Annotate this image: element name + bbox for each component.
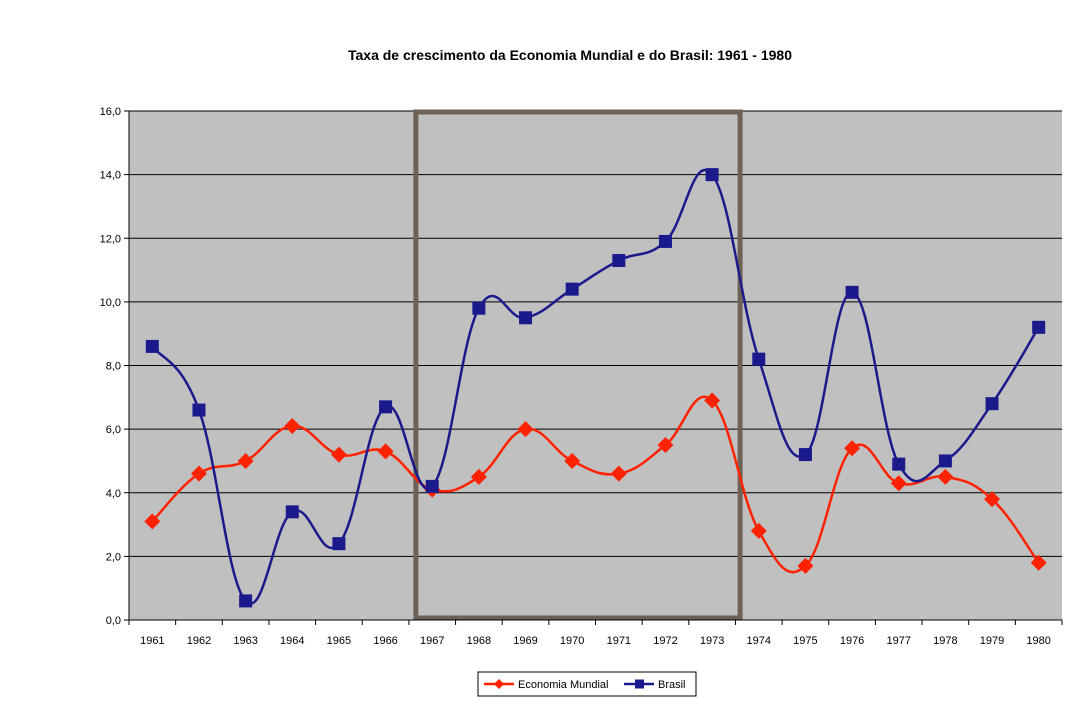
chart-title: Taxa de crescimento da Economia Mundial … — [347, 47, 792, 63]
brasil-point — [519, 311, 533, 325]
x-tick-label: 1970 — [560, 635, 584, 647]
economia-mundial-point — [797, 557, 814, 574]
economia-mundial-point — [237, 452, 254, 469]
x-tick-label: 1976 — [840, 635, 864, 647]
y-tick-label: 14,0 — [100, 170, 121, 182]
economia-mundial-point — [284, 417, 301, 434]
brasil-point — [938, 454, 952, 468]
brasil-point — [425, 479, 439, 493]
x-tick-label: 1969 — [513, 635, 537, 647]
brasil-point — [145, 339, 159, 353]
brasil-point — [752, 352, 766, 366]
economia-mundial-point — [610, 465, 627, 482]
x-tick-label: 1964 — [280, 635, 304, 647]
x-tick-label: 1973 — [700, 635, 724, 647]
x-tick-label: 1972 — [653, 635, 677, 647]
x-tick-label: 1980 — [1026, 635, 1050, 647]
legend-label-economia-mundial: Economia Mundial — [518, 679, 609, 691]
x-tick-label: 1979 — [980, 635, 1004, 647]
x-tick-label: 1967 — [420, 635, 444, 647]
brasil-point — [379, 400, 393, 414]
x-tick-label: 1965 — [327, 635, 351, 647]
x-tick-label: 1968 — [467, 635, 491, 647]
y-axis: 0,0 2,0 4,0 6,0 8,0 10,0 12,0 14,0 16,0 — [100, 106, 130, 627]
y-tick-label: 6,0 — [106, 424, 121, 436]
x-axis: 1961 1962 1963 1964 1965 1966 1967 1968 1969 1970… — [128, 619, 1063, 647]
brasil-point — [472, 301, 486, 315]
x-tick-label: 1963 — [233, 635, 257, 647]
economia-mundial-point — [704, 392, 721, 409]
x-tick-label: 1971 — [607, 635, 631, 647]
economia-mundial-point — [564, 452, 581, 469]
legend-marker-brasil — [635, 679, 644, 689]
brasil-point — [798, 448, 812, 462]
brasil-point — [1032, 320, 1046, 334]
y-tick-label: 8,0 — [106, 361, 121, 373]
brasil-point — [192, 403, 206, 417]
economia-mundial-point — [844, 440, 861, 457]
x-tick-label: 1975 — [793, 635, 817, 647]
legend-marker-economia-mundial — [494, 679, 504, 689]
brasil-point — [285, 505, 299, 519]
economia-mundial-point — [1030, 554, 1047, 571]
economia-mundial-point — [330, 446, 347, 463]
brasil-point — [705, 168, 719, 182]
economia-mundial-point — [890, 475, 907, 492]
x-tick-label: 1978 — [933, 635, 957, 647]
economia-mundial-point — [750, 522, 767, 539]
y-tick-label: 10,0 — [100, 297, 121, 309]
brasil-point — [332, 537, 346, 551]
economia-mundial-point — [657, 437, 674, 454]
brasil-point — [565, 282, 579, 296]
economia-mundial-point — [190, 465, 207, 482]
x-tick-label: 1974 — [747, 635, 771, 647]
economia-mundial-point — [470, 468, 487, 485]
y-tick-label: 2,0 — [106, 551, 121, 563]
brasil-point — [892, 457, 906, 471]
y-tick-label: 4,0 — [106, 488, 121, 500]
economia-mundial-point — [144, 513, 161, 530]
y-tick-label: 12,0 — [100, 233, 121, 245]
y-tick-label: 0,0 — [106, 615, 121, 627]
x-tick-label: 1966 — [373, 635, 397, 647]
series-layer — [144, 168, 1047, 608]
highlight-box — [413, 109, 743, 621]
brasil-point — [658, 234, 672, 248]
economia-mundial-point — [937, 468, 954, 485]
x-tick-label: 1961 — [140, 635, 164, 647]
brasil-point — [612, 254, 626, 268]
legend: Economia Mundial Brasil — [477, 671, 697, 697]
economia-mundial-point — [377, 443, 394, 460]
economia-mundial-point — [517, 421, 534, 438]
legend-label-brasil: Brasil — [658, 679, 686, 691]
brasil-point — [985, 397, 999, 411]
economia-mundial-point — [984, 491, 1001, 508]
brasil-point — [239, 594, 253, 608]
brasil-point — [845, 285, 859, 299]
highlight-rectangle — [413, 109, 743, 621]
x-tick-label: 1977 — [886, 635, 910, 647]
y-tick-label: 16,0 — [100, 106, 121, 118]
x-tick-label: 1962 — [187, 635, 211, 647]
legend-box — [477, 671, 697, 697]
